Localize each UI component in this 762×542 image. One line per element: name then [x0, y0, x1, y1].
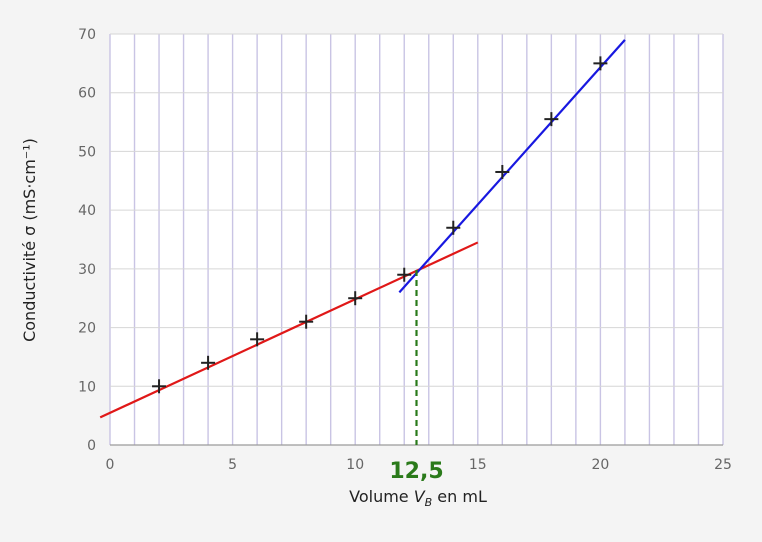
- fit-lines: [99, 39, 626, 419]
- data-point: [299, 314, 314, 329]
- data-point: [152, 379, 167, 394]
- y-tick-label: 60: [78, 86, 96, 102]
- data-point: [201, 355, 216, 370]
- y-tick-label: 20: [78, 321, 96, 337]
- plot-background: [110, 34, 723, 445]
- data-point: [397, 267, 412, 282]
- x-axis-label-var: V: [414, 487, 426, 506]
- x-tick-label: 5: [228, 457, 237, 473]
- data-point: [544, 112, 559, 127]
- x-tick-label: 20: [591, 457, 609, 473]
- data-point: [495, 164, 510, 179]
- fit-line-blue: [398, 39, 626, 294]
- data-point: [348, 291, 363, 306]
- y-tick-label: 10: [78, 379, 96, 395]
- data-points: [152, 56, 608, 394]
- x-tick-label: 15: [469, 457, 487, 473]
- x-tick-label: 25: [714, 457, 732, 473]
- data-point: [250, 332, 265, 347]
- x-axis-label-sub: B: [425, 496, 433, 509]
- data-point: [446, 220, 461, 235]
- fit-line-red: [99, 241, 479, 419]
- y-tick-label: 30: [78, 262, 96, 278]
- tick-labels: 0 5 10 15 20 25 0 10 20 30 40 50 60 70: [78, 27, 732, 473]
- x-axis-label: Volume VB en mL: [349, 487, 487, 509]
- x-axis-label-main: Volume: [349, 487, 414, 506]
- x-axis-label-tail: en mL: [432, 487, 487, 506]
- x-tick-label: 10: [346, 457, 364, 473]
- data-point: [593, 56, 608, 71]
- y-tick-label: 50: [78, 144, 96, 160]
- intersection-value-label: 12,5: [389, 459, 443, 484]
- y-tick-label: 0: [87, 438, 96, 454]
- plot-area: [110, 34, 723, 445]
- y-tick-label: 40: [78, 203, 96, 219]
- y-axis-label: Conductivité σ (mS·cm⁻¹): [20, 138, 39, 342]
- grid-lines: [109, 33, 724, 446]
- x-tick-label: 0: [106, 457, 115, 473]
- y-tick-label: 70: [78, 27, 96, 43]
